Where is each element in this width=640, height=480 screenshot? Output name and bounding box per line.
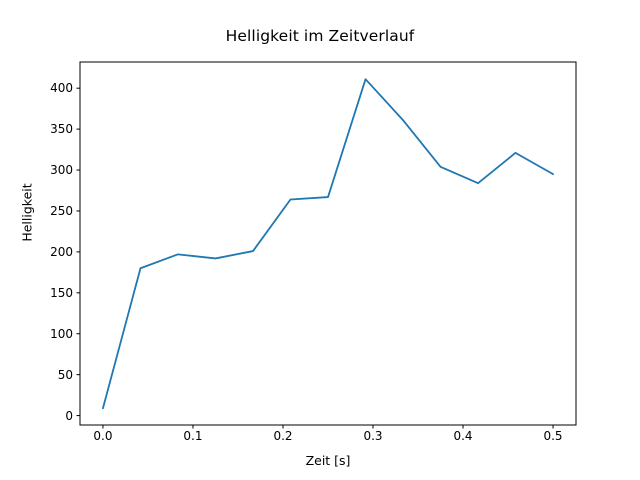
- y-tick-label: 350: [50, 122, 73, 137]
- y-tick-label: 0: [65, 408, 73, 423]
- y-axis-label: Helligkeit: [19, 183, 35, 242]
- x-tick-label: 0.0: [93, 429, 113, 443]
- chart-title: Helligkeit im Zeitverlauf: [225, 27, 415, 45]
- x-tick-label: 0.3: [363, 429, 383, 443]
- y-tick-label: 150: [50, 285, 73, 300]
- data-series-line: [102, 78, 554, 410]
- x-tick-label: 0.5: [543, 429, 563, 443]
- y-tick-label: 50: [57, 367, 73, 382]
- x-tick-label: 0.1: [183, 429, 203, 443]
- y-tick-label: 250: [50, 203, 73, 218]
- x-axis-label: Zeit [s]: [305, 453, 351, 468]
- axes-spines: [79, 61, 577, 426]
- y-tick-label: 100: [50, 326, 73, 341]
- x-tick-label: 0.2: [273, 429, 293, 443]
- y-tick-label: 200: [50, 244, 73, 259]
- x-tick-label: 0.4: [453, 429, 473, 443]
- y-tick-label: 300: [50, 163, 73, 178]
- y-tick-label: 400: [50, 81, 73, 96]
